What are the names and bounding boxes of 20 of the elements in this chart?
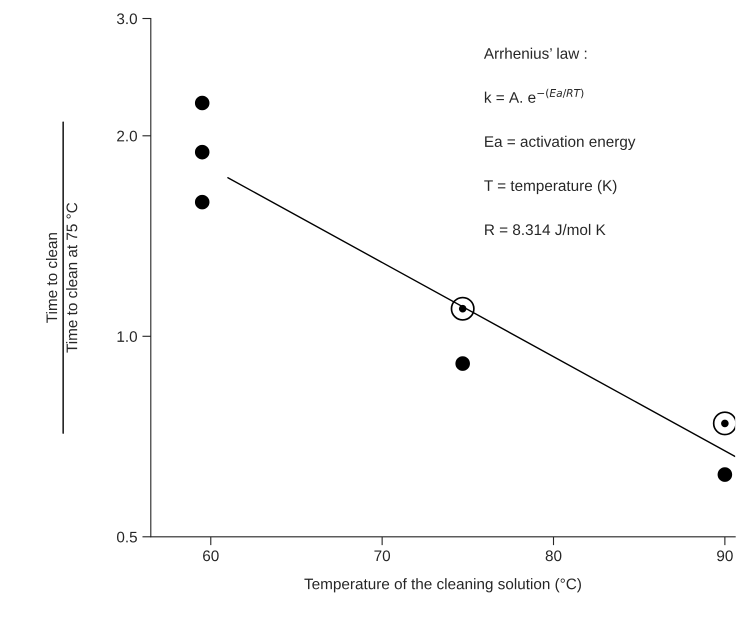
annotation: R = 8.314 J/mol K <box>485 224 606 236</box>
y-tick-label: 3.0 <box>116 13 138 24</box>
y-tick-label: 0.5 <box>116 532 137 542</box>
x-tick-label: 70 <box>374 550 390 562</box>
x-tick-label: 90 <box>717 550 733 562</box>
y-tick-label: 1.0 <box>118 331 138 342</box>
point <box>718 467 732 482</box>
annotation: k = A. e$^{−(Ea/RT)}$ <box>484 88 584 103</box>
x-axis-title: Temperature of the cleaning solution (°C) <box>304 578 581 592</box>
point <box>194 96 210 110</box>
x-tick-label: 60 <box>203 550 219 562</box>
y-axis-title: Time to clean Time to clean at 75 °C <box>46 202 78 353</box>
annotation: Arrhenius’ law : <box>484 48 586 59</box>
x-tick-label: 80 <box>546 550 562 562</box>
point <box>194 194 210 210</box>
annotation: T = temperature (K) <box>484 180 616 194</box>
point <box>455 356 470 371</box>
point <box>194 144 210 160</box>
annotation: Ea = activation energy <box>485 136 636 150</box>
y-tick-label: 2.0 <box>117 130 138 142</box>
